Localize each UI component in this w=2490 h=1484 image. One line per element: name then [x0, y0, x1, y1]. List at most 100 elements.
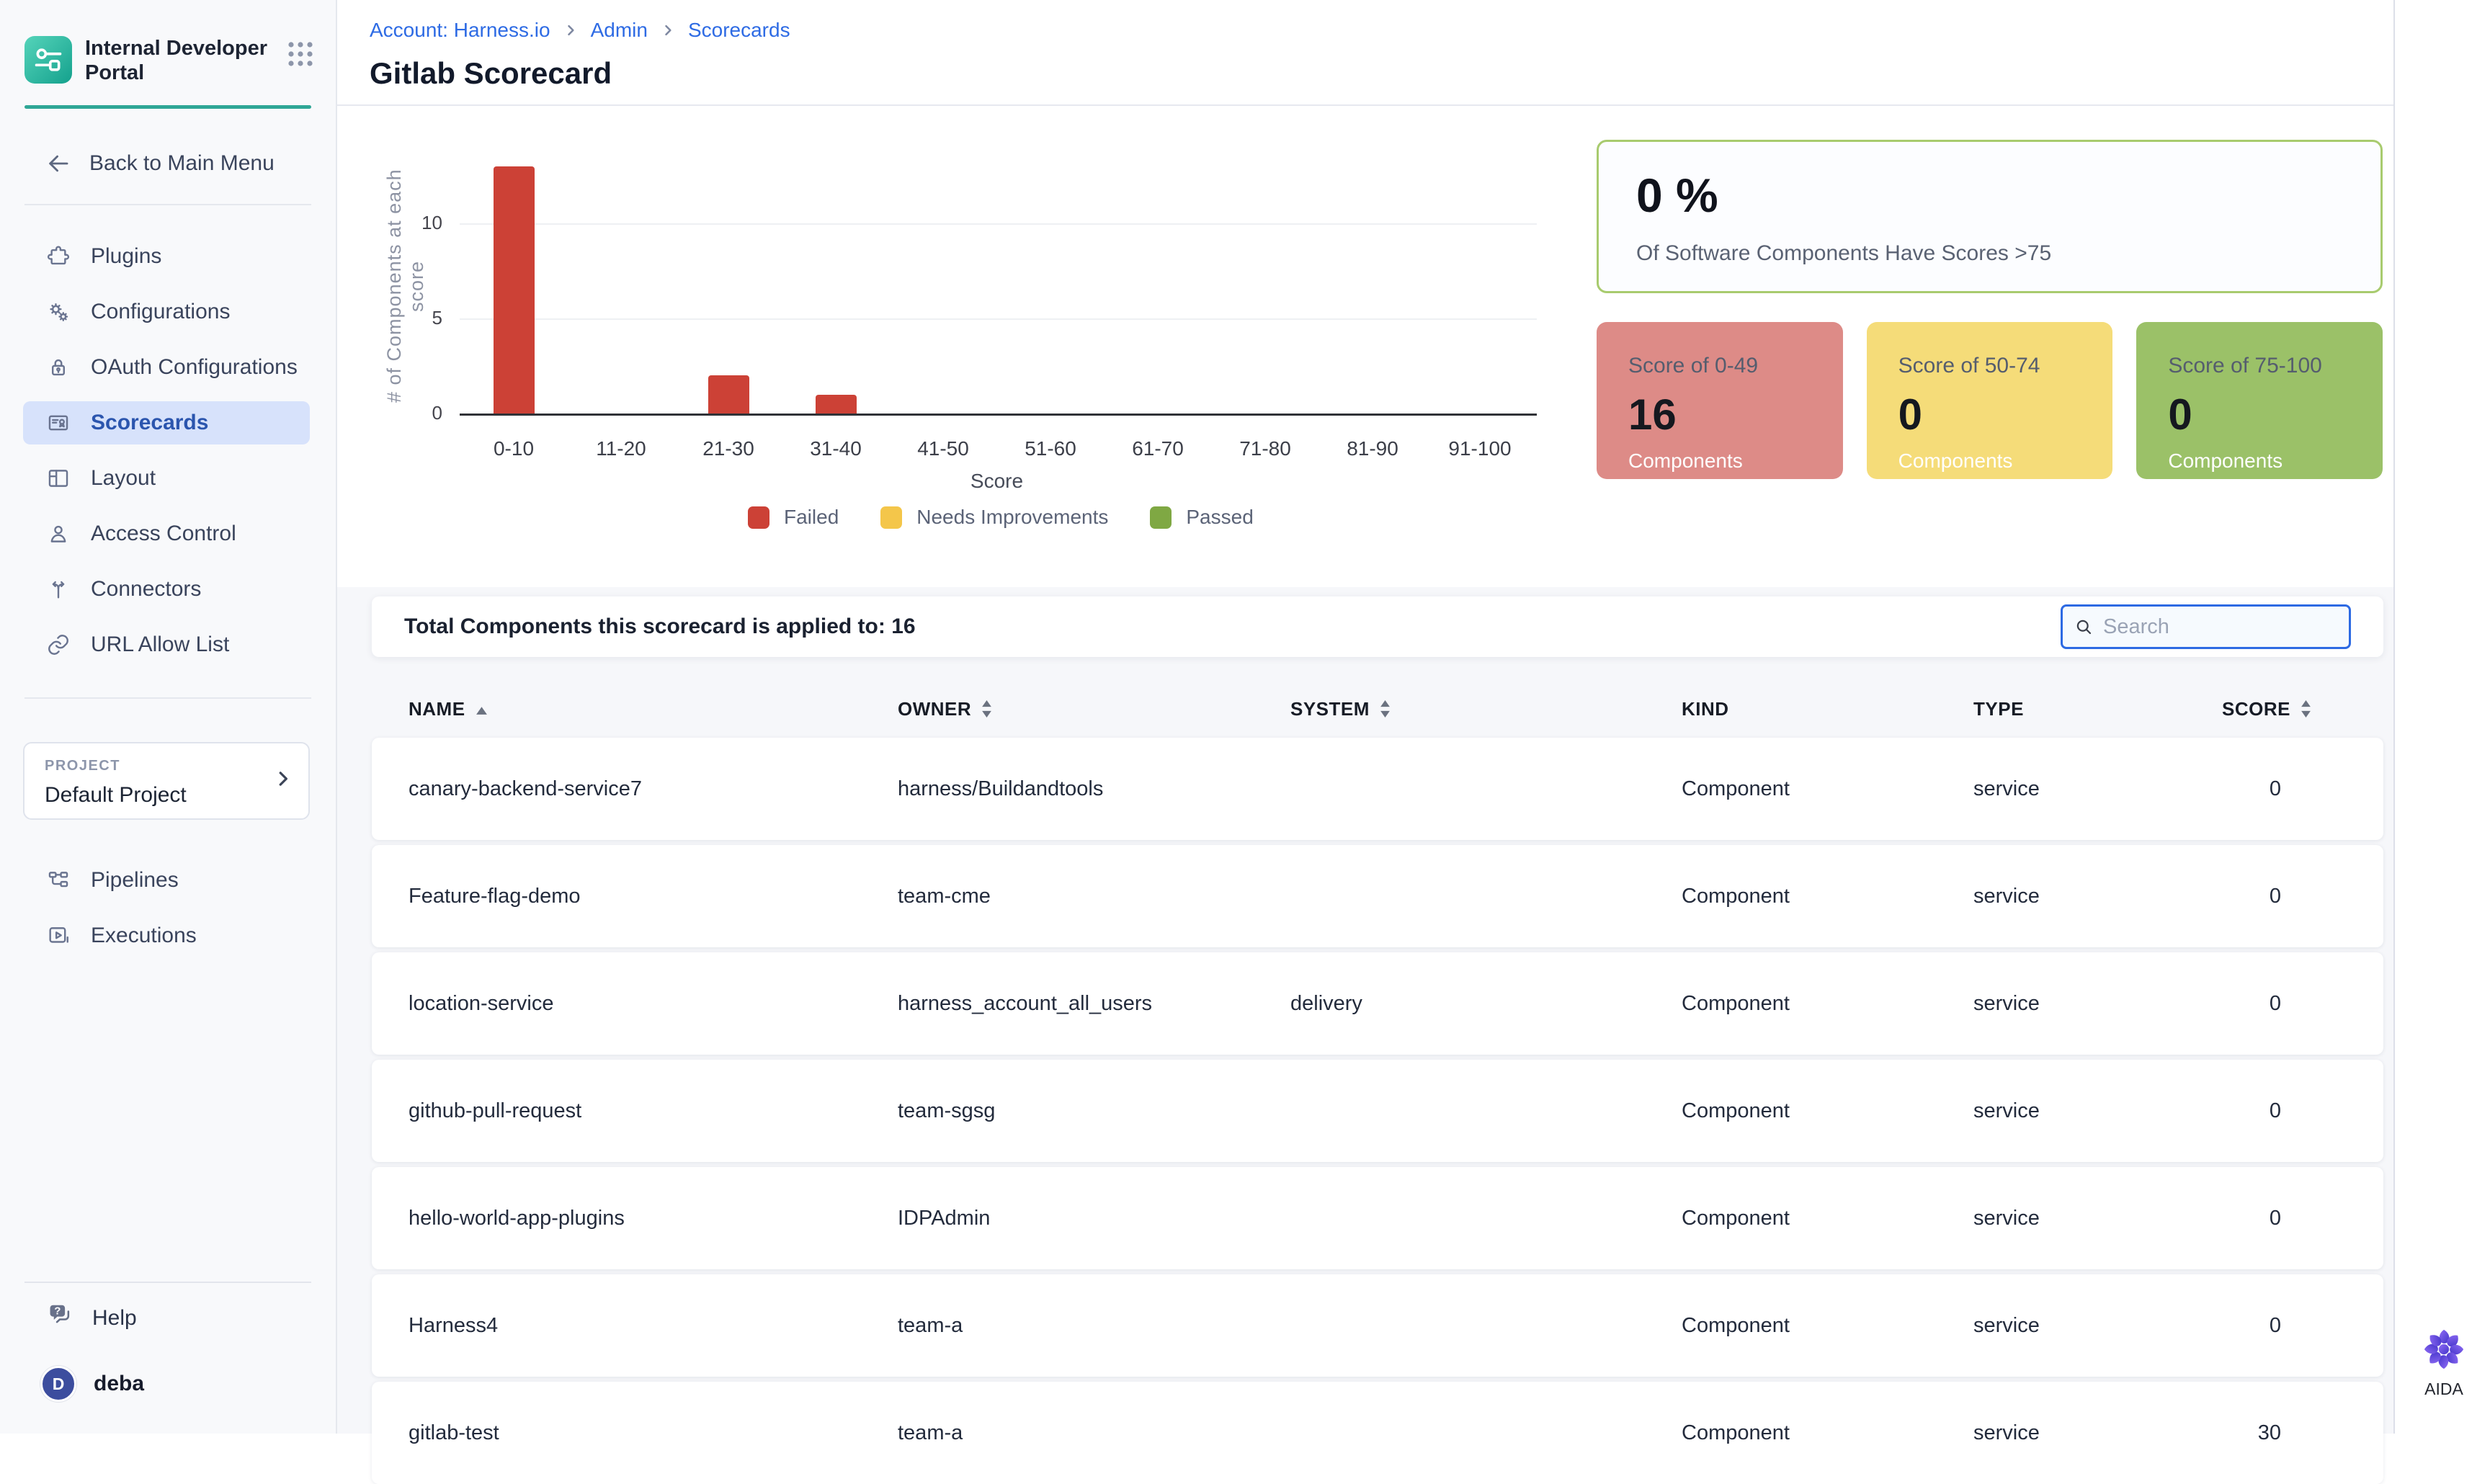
column-label: TYPE	[1973, 697, 2024, 720]
table-row-location-service[interactable]: location-service harness_account_all_user…	[372, 952, 2383, 1055]
cell-owner: IDPAdmin	[898, 1206, 991, 1230]
sidebar-item-layout[interactable]: Layout	[23, 457, 310, 500]
sidebar-item-access-control[interactable]: Access Control	[23, 512, 310, 555]
cell-name: Feature-flag-demo	[409, 884, 581, 908]
apps-grid-icon[interactable]	[285, 39, 316, 73]
chart-x-axis	[460, 414, 1537, 416]
table-row-github-pull-request[interactable]: github-pull-request team-sgsg Component ser…	[372, 1060, 2383, 1162]
sidebar-item-label: OAuth Configurations	[91, 355, 298, 379]
sidebar-item-label: Executions	[91, 924, 197, 947]
sort-asc-icon	[476, 698, 488, 720]
legend-label: Failed	[784, 506, 839, 528]
column-label: SYSTEM	[1290, 697, 1370, 720]
column-header-score[interactable]: SCORE	[2159, 698, 2351, 720]
connectors-icon	[46, 577, 71, 602]
table-row-feature-flag-demo[interactable]: Feature-flag-demo team-cme Component servic…	[372, 845, 2383, 947]
sidebar-tools-menu: Pipelines Executions	[0, 859, 336, 957]
cell-kind: Component	[1682, 1099, 1790, 1122]
cell-score: 0	[2269, 1313, 2281, 1337]
chart-x-tick: 91-100	[1448, 437, 1512, 460]
score-card-caption: Components	[2168, 450, 2283, 472]
cell-name: Harness4	[409, 1313, 499, 1337]
cell-score: 0	[2269, 777, 2281, 800]
cell-score: 0	[2269, 884, 2281, 908]
table-row-harness4[interactable]: Harness4 team-a Component service 0	[372, 1274, 2383, 1377]
column-header-owner[interactable]: OWNER	[898, 698, 1290, 720]
chart-y-tick: 0	[432, 402, 442, 424]
column-label: OWNER	[898, 697, 972, 720]
chart-x-tick: 51-60	[1025, 437, 1076, 460]
cell-type: service	[1973, 777, 2040, 800]
score-card-title: Score of 50-74	[1898, 354, 2040, 377]
breadcrumb-separator-icon	[661, 23, 675, 37]
sidebar-item-label: Layout	[91, 466, 156, 490]
sidebar-item-url-allow-list[interactable]: URL Allow List	[23, 623, 310, 666]
back-to-main-menu-button[interactable]: Back to Main Menu	[0, 149, 336, 178]
percent-summary-card: 0 % Of Software Components Have Scores >…	[1597, 140, 2383, 293]
score-card-title: Score of 0-49	[1628, 354, 1759, 377]
user-menu[interactable]: D deba	[40, 1366, 144, 1402]
chevron-right-icon	[272, 768, 294, 793]
search-input[interactable]	[2103, 614, 2339, 639]
chart-x-tick: 71-80	[1239, 437, 1291, 460]
divider	[24, 697, 311, 699]
sidebar-item-connectors[interactable]: Connectors	[23, 568, 310, 611]
sort-icon	[2301, 700, 2311, 718]
search-icon	[2076, 620, 2092, 635]
chart-legend: Failed Needs Improvements Passed	[748, 501, 1254, 534]
chart-bar-failed-31-40[interactable]	[815, 394, 857, 414]
breadcrumb-link-admin[interactable]: Admin	[590, 19, 648, 41]
page-header: Account: Harness.io Admin Scorecards Gitla…	[337, 0, 2393, 106]
chart-bar-failed-21-30[interactable]	[708, 375, 749, 414]
cell-kind: Component	[1682, 1421, 1790, 1444]
sidebar-item-configurations[interactable]: Configurations	[23, 290, 310, 334]
sidebar-item-label: Configurations	[91, 300, 231, 323]
cell-owner: team-a	[898, 1313, 963, 1337]
chart-bar-failed-0-10[interactable]	[493, 166, 535, 414]
chart-y-axis-label: # of Components at each score	[383, 169, 427, 403]
legend-item-passed: Passed	[1150, 506, 1254, 529]
cell-name: canary-backend-service7	[409, 777, 642, 800]
project-name: Default Project	[45, 783, 187, 807]
sidebar-item-scorecards[interactable]: Scorecards	[23, 401, 310, 444]
cell-kind: Component	[1682, 1313, 1790, 1337]
sidebar-item-plugins[interactable]: Plugins	[23, 235, 310, 278]
sidebar-item-label: Access Control	[91, 522, 236, 545]
table-row-canary-backend-service7[interactable]: canary-backend-service7 harness/Buildandt…	[372, 738, 2383, 840]
chart-x-tick: 11-20	[596, 437, 646, 460]
user-avatar: D	[40, 1366, 76, 1402]
chart-x-tick: 21-30	[702, 437, 754, 460]
cell-type: service	[1973, 884, 2040, 908]
breadcrumb-link-scorecards[interactable]: Scorecards	[687, 19, 790, 41]
chart-x-tick: 61-70	[1132, 437, 1184, 460]
sidebar-item-pipelines[interactable]: Pipelines	[23, 859, 310, 902]
sidebar-item-label: Scorecards	[91, 411, 209, 434]
search-box[interactable]	[2061, 604, 2351, 649]
page-title: Gitlab Scorecard	[370, 56, 612, 90]
column-header-name[interactable]: NAME	[409, 698, 898, 720]
aida-assistant-button[interactable]: AIDA	[2399, 1327, 2489, 1399]
cell-kind: Component	[1682, 884, 1790, 908]
column-header-system[interactable]: SYSTEM	[1290, 698, 1682, 720]
breadcrumb-separator-icon	[563, 23, 578, 37]
sidebar-item-label: Plugins	[91, 244, 162, 268]
sidebar-item-oauth-configurations[interactable]: OAuth Configurations	[23, 346, 310, 389]
column-label: NAME	[409, 697, 465, 720]
app-logo-icon	[24, 36, 72, 84]
cell-system: delivery	[1290, 991, 1362, 1015]
project-selector[interactable]: PROJECT Default Project	[23, 742, 310, 820]
help-button[interactable]: ? Help	[46, 1297, 137, 1340]
score-card-value: 0	[1898, 390, 1923, 439]
scorecard-icon	[46, 411, 71, 435]
table-toolbar: Total Components this scorecard is appli…	[372, 596, 2383, 657]
table-row-gitlab-test[interactable]: gitlab-test team-a Component service 30	[372, 1382, 2383, 1484]
sidebar-item-executions[interactable]: Executions	[23, 914, 310, 957]
chart-x-tick: 41-50	[917, 437, 969, 460]
legend-label: Passed	[1186, 506, 1254, 528]
chart-x-tick: 81-90	[1347, 437, 1398, 460]
table-row-hello-world-app-plugins[interactable]: hello-world-app-plugins IDPAdmin Component…	[372, 1167, 2383, 1269]
chart-x-tick: 0-10	[493, 437, 535, 460]
app-title: Internal Developer Portal	[85, 37, 268, 84]
cell-score: 0	[2269, 1206, 2281, 1230]
breadcrumb-link-account-harness-io[interactable]: Account: Harness.io	[370, 19, 550, 41]
